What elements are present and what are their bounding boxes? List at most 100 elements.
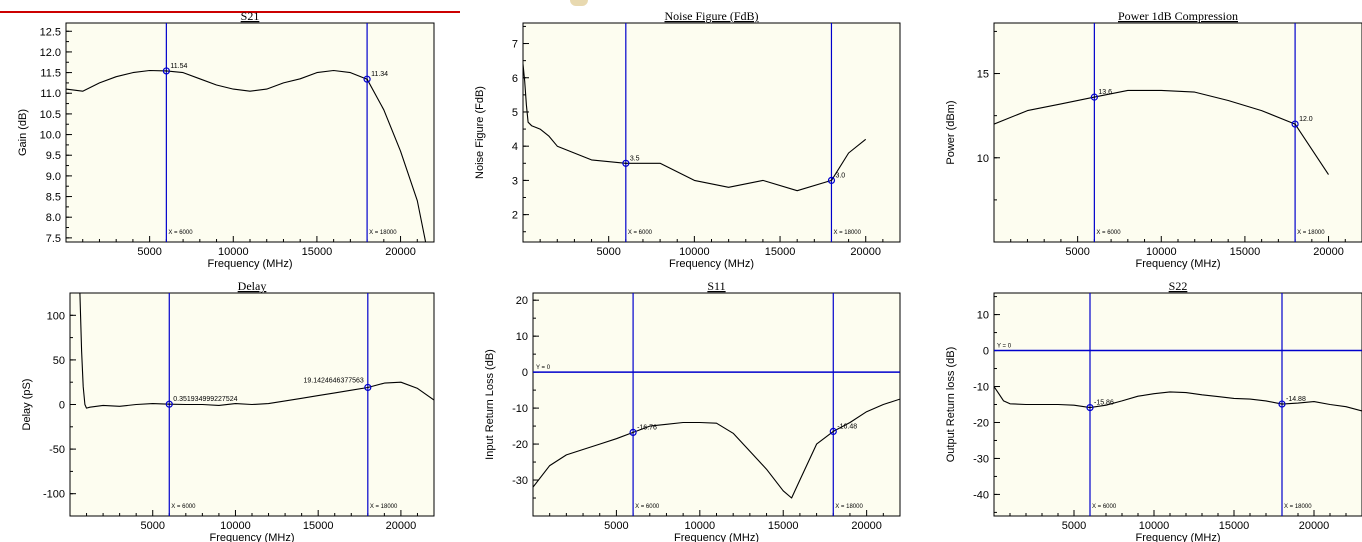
x-tick-label: 5000: [1062, 520, 1086, 532]
y-axis-label: Noise Figure (FdB): [474, 86, 486, 179]
chart-s11: S11 5000 10000 15000 20000 -30 -20 -10 0 10 20 Freq…: [484, 279, 901, 542]
y-tick-label: -20: [973, 417, 989, 429]
series-line: [523, 64, 867, 192]
logo-fragment: [570, 0, 588, 6]
marker-point: [364, 383, 372, 392]
y-tick-label: 9.0: [46, 171, 61, 183]
y-axis-label: Power (dBm): [945, 100, 957, 164]
x-axis-label: Frequency (MHz): [1136, 532, 1221, 542]
chart-power-compression: Power 1dB Compression 5000 10000 15000 20000…: [945, 9, 1362, 270]
y-tick-label: 10: [516, 331, 528, 343]
x-axis-label: Frequency (MHz): [210, 532, 295, 542]
x-tick-label: 10000: [685, 520, 716, 532]
marker-point: [829, 427, 837, 436]
chart-panel-s21: S21 5000 10000 15000 20000 7.5 8.0 8.5 9.0 9.5 10.…: [0, 9, 440, 272]
marker-value-label: -15.86: [1094, 400, 1114, 407]
marker-point: [1291, 120, 1299, 128]
y-tick-label: 10.5: [40, 109, 61, 121]
y-tick-label: -40: [973, 489, 989, 501]
x-axis-label: Frequency (MHz): [669, 258, 754, 270]
plot-area: [532, 292, 901, 517]
marker-x-label: X = 6000: [1096, 230, 1121, 236]
y-tick-label: -30: [973, 453, 989, 465]
chart-panel-delay: Delay 5000 10000 15000 20000 -100 -50 0 50 100 Fre…: [0, 279, 440, 542]
y-tick-label: 2: [512, 210, 518, 222]
x-tick-label: 20000: [1313, 246, 1344, 258]
marker-x-label: X = 6000: [168, 230, 193, 236]
y-tick-label: 10: [977, 153, 989, 165]
y-tick-label: 7.5: [46, 233, 61, 245]
y-tick-label: 0: [59, 400, 65, 412]
chart-title: Delay: [238, 279, 267, 293]
y-tick-label: 12.5: [40, 26, 61, 38]
chart-s22: S22 5000 10000 15000 20000 -40 -30 -20 -10 0 10 Fre…: [945, 279, 1362, 542]
marker-x-label: X = 6000: [628, 230, 653, 236]
chart-noise-figure: Noise Figure (FdB) 5000 10000 15000 20000 2 3 4…: [474, 9, 901, 270]
series-line: [66, 69, 427, 242]
chart-title: S21: [241, 9, 260, 23]
marker-point: [165, 400, 173, 408]
x-tick-label: 5000: [137, 246, 161, 258]
x-tick-label: 15000: [303, 520, 334, 532]
x-tick-label: 20000: [850, 246, 881, 258]
y-tick-label: 4: [512, 141, 518, 153]
x-axis-label: Frequency (MHz): [1136, 258, 1221, 270]
marker-value-label: 0.351934999227524: [173, 396, 237, 403]
marker-x-label: X = 18000: [369, 230, 397, 236]
marker-x-label: X = 18000: [1284, 504, 1312, 510]
x-tick-label: 15000: [768, 520, 799, 532]
marker-x-label: X = 6000: [171, 504, 196, 510]
marker-point: [1086, 403, 1094, 412]
chart-title: Power 1dB Compression: [1118, 9, 1238, 23]
y-tick-label: 11.5: [40, 68, 61, 80]
marker-x-label: X = 18000: [835, 504, 863, 510]
y-axis-label: Gain (dB): [17, 109, 29, 156]
y-tick-label: 50: [53, 355, 65, 367]
x-tick-label: 15000: [765, 246, 796, 258]
marker-value-label: 3.0: [835, 172, 845, 179]
marker-value-label: 13.6: [1098, 89, 1112, 96]
y-tick-label: 100: [47, 310, 65, 322]
marker-x-label: X = 6000: [1092, 504, 1117, 510]
y-tick-label: 10.0: [40, 130, 61, 142]
y-tick-label: 3: [512, 175, 518, 187]
x-axis-label: Frequency (MHz): [208, 258, 293, 270]
chart-s21: S21 5000 10000 15000 20000 7.5 8.0 8.5 9.0 9.5 10.…: [17, 9, 435, 270]
y-tick-label: 8.0: [46, 212, 61, 224]
y-tick-label: 12.0: [40, 47, 61, 59]
y-tick-label: -20: [512, 439, 528, 451]
x-tick-label: 20000: [1299, 520, 1330, 532]
marker-point: [827, 176, 836, 185]
y-tick-label: -10: [973, 382, 989, 394]
marker-value-label: -16.76: [637, 424, 657, 431]
marker-x-label: X = 18000: [370, 504, 398, 510]
chart-panel-s11: S11 5000 10000 15000 20000 -30 -20 -10 0 10 20 Freq…: [470, 279, 910, 542]
x-tick-label: 5000: [1065, 246, 1089, 258]
chart-title: Noise Figure (FdB): [665, 9, 759, 23]
marker-point: [162, 67, 170, 75]
chart-panel-power-compression: Power 1dB Compression 5000 10000 15000 20000…: [935, 9, 1362, 272]
reference-line-label: Y = 0: [997, 344, 1012, 350]
marker-value-label: 11.54: [170, 63, 187, 70]
marker-point: [1090, 93, 1098, 101]
x-tick-label: 10000: [220, 520, 251, 532]
x-tick-label: 20000: [385, 246, 416, 258]
x-tick-label: 15000: [1219, 520, 1250, 532]
y-tick-label: -10: [512, 403, 528, 415]
x-tick-label: 10000: [218, 246, 249, 258]
series-line: [79, 293, 434, 409]
x-tick-label: 20000: [851, 520, 882, 532]
marker-point: [629, 428, 637, 437]
marker-point: [622, 159, 630, 167]
x-tick-label: 10000: [1146, 246, 1177, 258]
marker-value-label: -14.88: [1286, 396, 1306, 403]
y-tick-label: 0: [522, 367, 528, 379]
reference-line-label: Y = 0: [536, 365, 551, 371]
marker-x-label: X = 18000: [833, 230, 861, 236]
marker-point: [363, 75, 371, 83]
y-tick-label: 11.0: [40, 88, 61, 100]
x-tick-label: 15000: [1230, 246, 1261, 258]
x-tick-label: 5000: [596, 246, 620, 258]
x-tick-label: 5000: [140, 520, 164, 532]
